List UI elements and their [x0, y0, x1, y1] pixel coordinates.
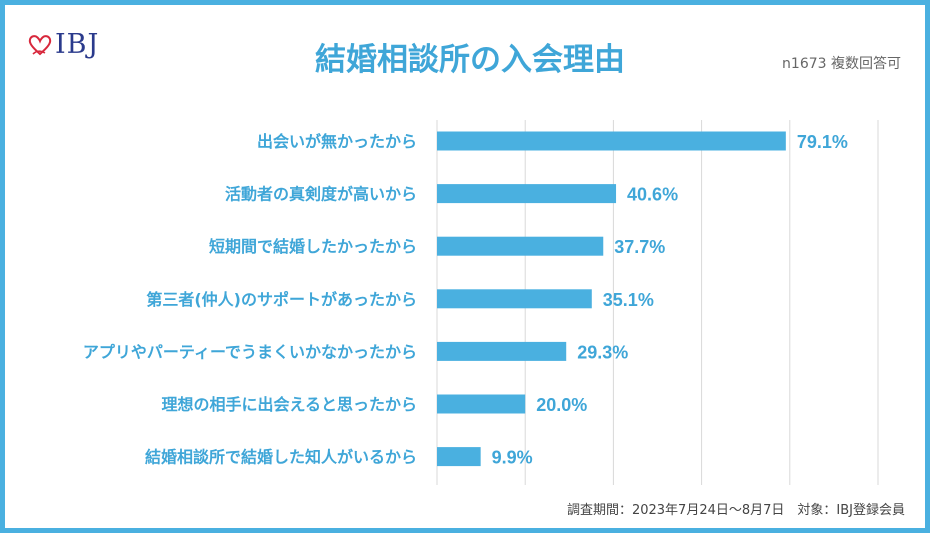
chart-title: 結婚相談所の入会理由 — [315, 42, 625, 78]
logo-text: IBJ — [55, 29, 100, 60]
bar — [437, 289, 592, 309]
survey-footer: 調査期間：2023年7月24日～8月7日 対象：IBJ登録会員 — [566, 503, 905, 518]
value-label: 9.9% — [492, 448, 533, 468]
value-label: 20.0% — [536, 395, 587, 415]
value-label: 37.7% — [614, 237, 665, 257]
bar — [437, 236, 604, 256]
category-label: 第三者(仲人)のサポートがあったから — [146, 290, 417, 309]
bar — [437, 447, 481, 467]
sample-note: n1673 複数回答可 — [782, 56, 901, 72]
value-label: 40.6% — [627, 185, 678, 205]
value-label: 35.1% — [603, 290, 654, 310]
heart-icon — [28, 34, 52, 55]
category-label: 結婚相談所で結婚した知人がいるから — [145, 448, 417, 467]
ibj-logo: IBJ — [27, 31, 99, 58]
value-label: 29.3% — [577, 342, 628, 362]
bar — [437, 184, 617, 204]
category-label: アプリやパーティーでうまくいかなかったから — [83, 342, 417, 361]
category-label: 出会いが無かったから — [257, 132, 417, 151]
value-label: 79.1% — [797, 132, 848, 152]
bar — [437, 341, 567, 361]
category-label: 理想の相手に出会えると思ったから — [161, 395, 417, 414]
bar-chart: 出会いが無かったから 79.1% 活動者の真剣度が高いから 40.6% 短期間で結婚した… — [83, 120, 879, 485]
category-label: 短期間で結婚したかったから — [209, 237, 417, 256]
bar — [437, 131, 786, 151]
category-label: 活動者の真剣度が高いから — [225, 185, 417, 204]
bar — [437, 394, 526, 414]
